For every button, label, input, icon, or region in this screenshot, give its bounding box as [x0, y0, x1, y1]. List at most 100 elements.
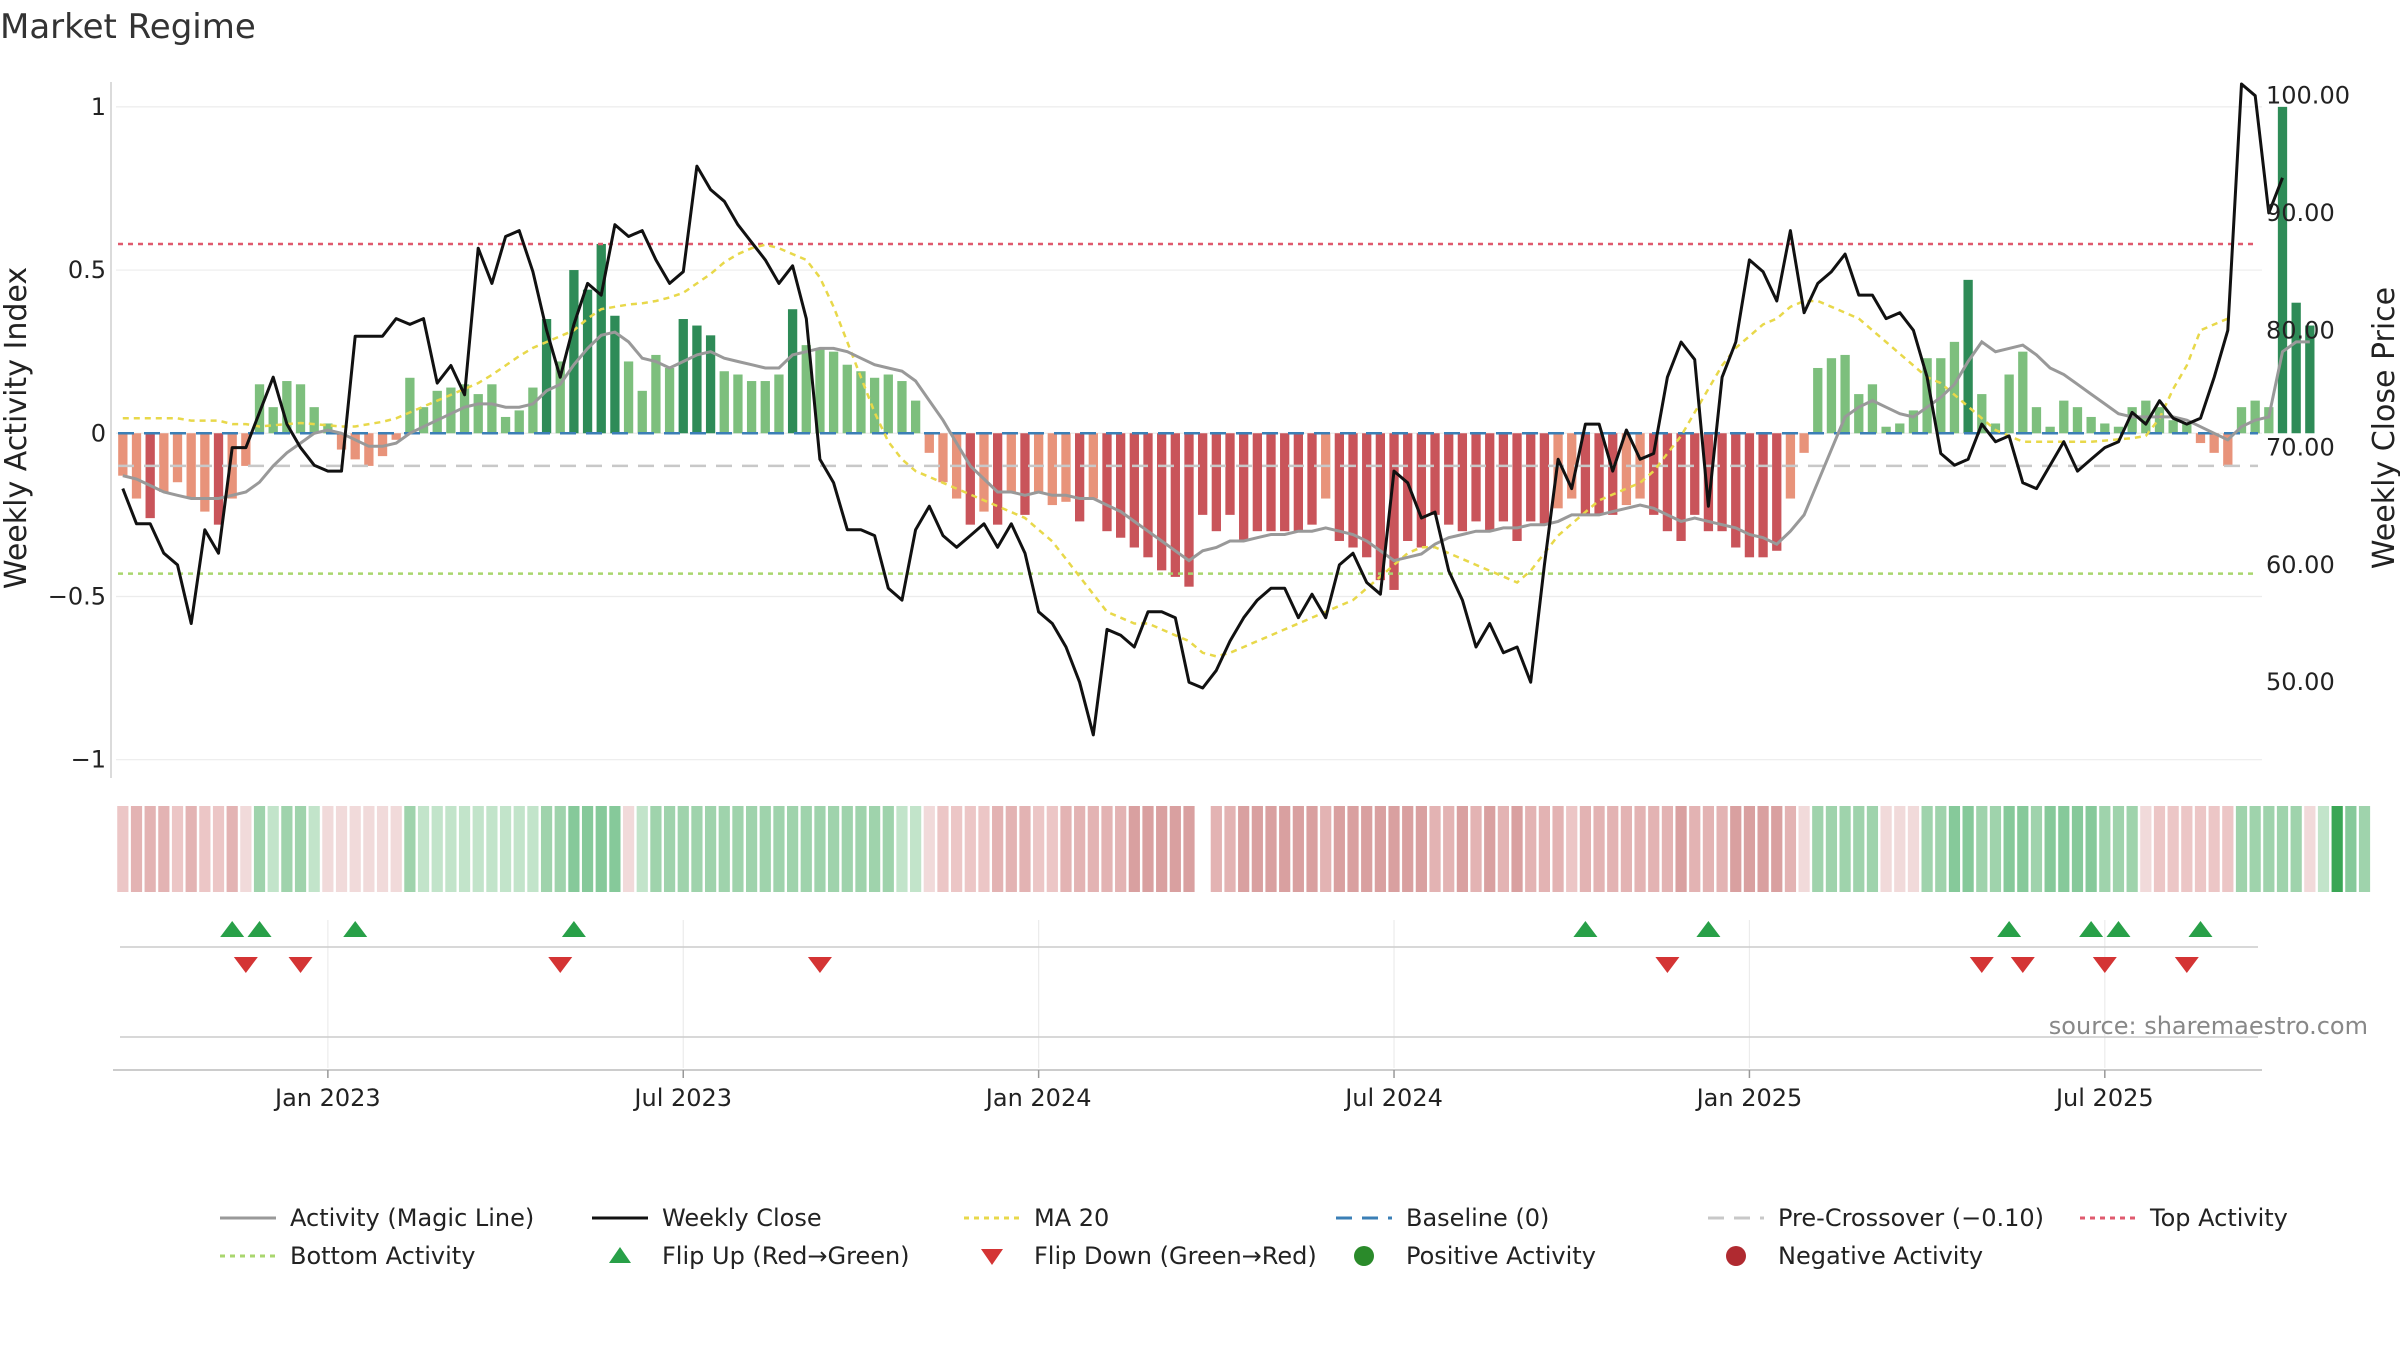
regime-cell [1593, 806, 1605, 892]
legend-label: Weekly Close [662, 1204, 822, 1232]
regime-cell [1579, 806, 1591, 892]
left-tick-label: 0 [91, 419, 106, 447]
regime-cell [499, 806, 512, 892]
activity-bar [2045, 426, 2055, 434]
regime-cell [404, 806, 416, 892]
left-tick-label: 1 [91, 93, 106, 121]
legend-label: Bottom Activity [290, 1242, 475, 1270]
regime-cell [2263, 806, 2275, 892]
activity-bar [268, 407, 278, 434]
regime-cell [828, 806, 840, 892]
regime-cell [2304, 806, 2316, 892]
regime-cell [1552, 806, 1564, 892]
activity-bar [1348, 433, 1358, 548]
regime-cell [841, 806, 853, 892]
activity-bar [1580, 433, 1591, 515]
activity-bar [1526, 433, 1536, 522]
activity-bar [446, 387, 456, 434]
right-tick-label: 100.00 [2266, 82, 2350, 110]
regime-cell [431, 806, 443, 892]
right-tick-label: 90.00 [2266, 199, 2335, 227]
regime-cell [2276, 806, 2289, 892]
regime-cell [226, 806, 238, 892]
regime-cell [130, 806, 143, 892]
activity-bar [391, 433, 401, 440]
activity-bar [2277, 106, 2288, 434]
regime-cell [1976, 806, 1988, 892]
regime-cell [622, 806, 635, 892]
regime-cell [1005, 806, 1017, 892]
regime-cell [964, 806, 976, 892]
regime-cell [253, 806, 266, 892]
regime-cell [568, 806, 580, 892]
activity-bar [897, 381, 907, 434]
activity-bar [541, 319, 552, 434]
regime-cell [1033, 806, 1045, 892]
regime-cell [1894, 806, 1906, 892]
reference-lines [118, 242, 2258, 575]
x-tick-label: Jan 2024 [984, 1084, 1092, 1112]
activity-bar [1744, 433, 1755, 558]
regime-cell [2249, 806, 2261, 892]
regime-cell [1675, 806, 1687, 892]
activity-bar [582, 289, 593, 434]
activity-bar [487, 384, 497, 434]
regime-cell [1443, 806, 1455, 892]
regime-cell [1812, 806, 1824, 892]
activity-bar [118, 433, 128, 476]
regime-cell [1279, 806, 1291, 892]
regime-cell [1484, 806, 1496, 892]
flip-down-marker [548, 957, 573, 973]
legend-swatch [1354, 1246, 1374, 1266]
left-tick-label: 0.5 [68, 256, 106, 284]
regime-cell [1115, 806, 1127, 892]
activity-bar [664, 367, 675, 434]
series-lines [121, 82, 2310, 737]
activity-bar [1444, 433, 1454, 525]
regime-cell [199, 806, 211, 892]
activity-bar [323, 423, 333, 434]
activity-bar [596, 243, 606, 434]
activity-bar [1854, 394, 1864, 434]
activity-bar [1621, 433, 1632, 506]
regime-cell [691, 806, 703, 892]
activity-bar [213, 433, 224, 525]
activity-bar [1006, 433, 1016, 493]
regime-cell [1265, 806, 1277, 892]
activity-bar [705, 335, 716, 434]
activity-bar [1758, 433, 1768, 558]
activity-bar [801, 345, 811, 434]
regime-cell [1730, 806, 1742, 892]
regime-cell [2112, 806, 2125, 892]
activity-bar [992, 433, 1003, 525]
regime-cell [267, 806, 279, 892]
regime-cell [1402, 806, 1414, 892]
regime-cell [1415, 806, 1427, 892]
activity-bar [1389, 433, 1399, 590]
activity-bar [1143, 433, 1153, 558]
activity-bar [979, 433, 989, 512]
regime-cell [609, 806, 621, 892]
regime-cell [1292, 806, 1304, 892]
regime-cell [2222, 806, 2234, 892]
regime-cell [2235, 806, 2248, 892]
activity-bar [719, 371, 729, 434]
activity-bar [733, 374, 743, 434]
activity-bar [1211, 433, 1221, 532]
activity-bar [1033, 433, 1044, 493]
regime-cell [308, 806, 320, 892]
activity-bar [1949, 341, 1960, 434]
activity-bar [1170, 433, 1180, 577]
activity-bar [1662, 433, 1673, 532]
regime-cell [732, 806, 744, 892]
regime-cell [1320, 806, 1332, 892]
regime-cell [2208, 806, 2220, 892]
regime-cell [1757, 806, 1769, 892]
regime-cell [2331, 806, 2343, 892]
activity-bar [1293, 433, 1303, 532]
activity-bar [1280, 433, 1290, 532]
weekly-close-line [121, 82, 2284, 737]
regime-cell [2044, 806, 2056, 892]
regime-cell [376, 806, 389, 892]
